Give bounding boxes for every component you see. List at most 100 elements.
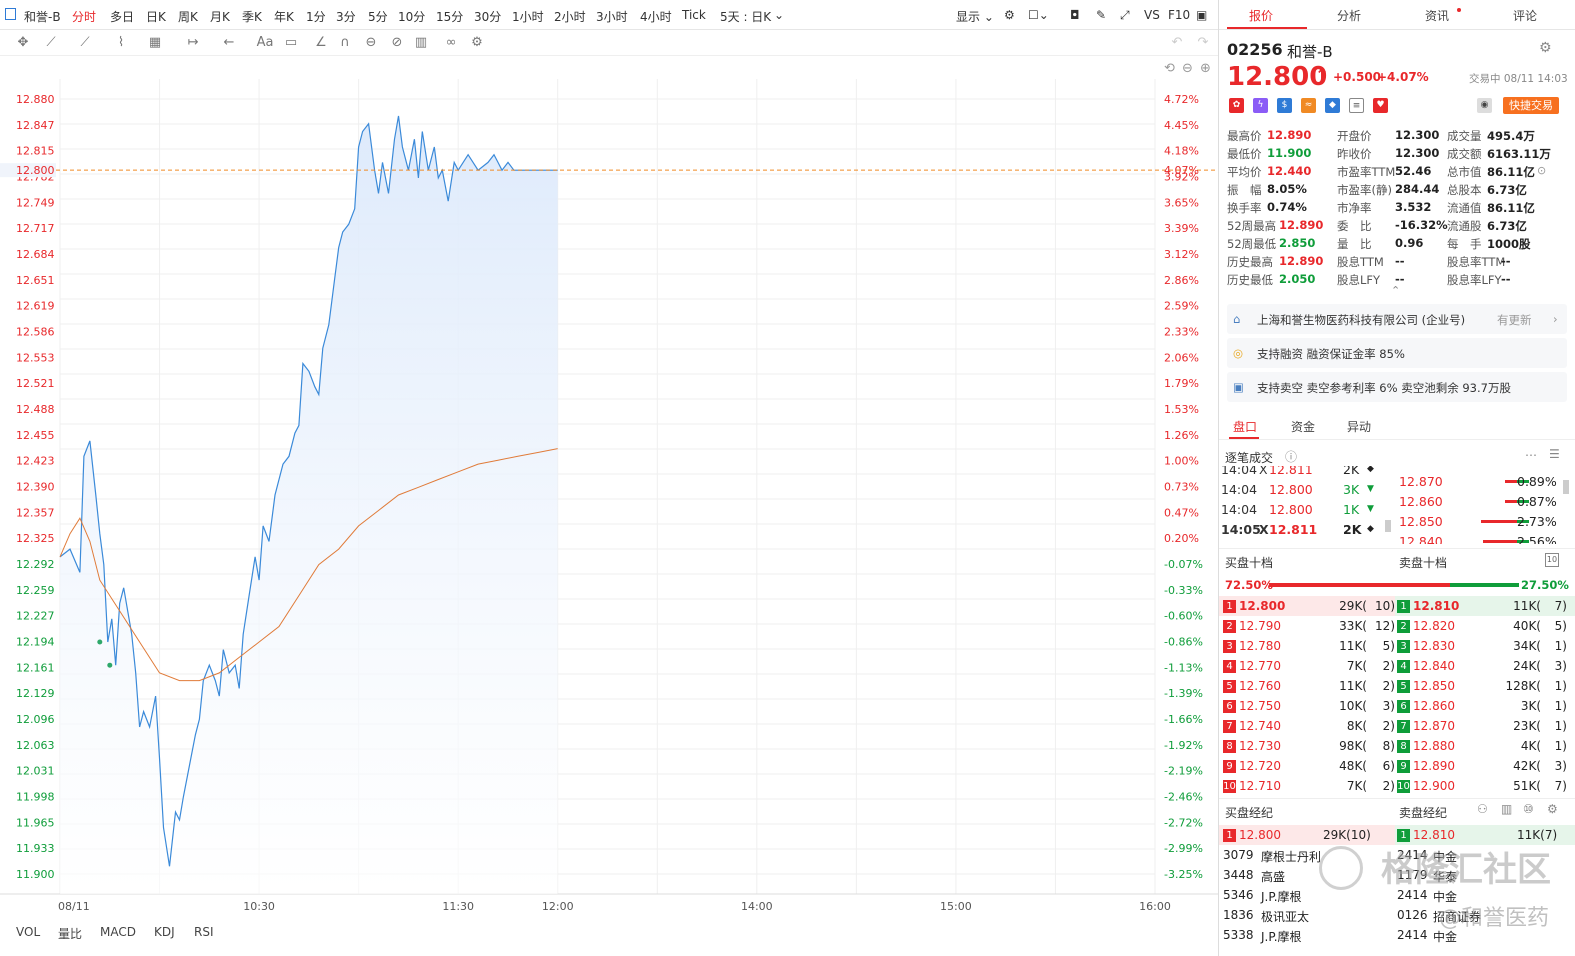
fullscreen-icon[interactable]: ⤢: [1120, 8, 1130, 22]
wave-tool-icon[interactable]: ⌇: [117, 35, 125, 50]
trade-marker[interactable]: [107, 662, 113, 668]
indicator-tab[interactable]: KDJ: [154, 925, 175, 939]
period-tab[interactable]: 月K: [210, 10, 230, 24]
indicator-tab[interactable]: 量比: [58, 927, 83, 941]
ray-tool-icon[interactable]: ⟋: [80, 35, 90, 50]
indicator-tab[interactable]: MACD: [100, 925, 136, 939]
quote-settings-icon[interactable]: ⚙: [1539, 40, 1552, 56]
quick-trade-button[interactable]: 快捷交易: [1503, 97, 1559, 114]
person-icon[interactable]: ⚇: [1477, 802, 1488, 816]
zoom-out-icon[interactable]: ⊖: [1182, 61, 1193, 76]
period-tab[interactable]: 30分: [474, 10, 502, 24]
period-tab[interactable]: 3分: [336, 10, 356, 24]
period-tab[interactable]: 年K: [274, 10, 294, 24]
period-tab[interactable]: 季K: [242, 10, 262, 24]
tab-comments[interactable]: 评论: [1513, 9, 1538, 23]
tab-analysis[interactable]: 分析: [1337, 9, 1362, 23]
more-info-icon[interactable]: ⊙: [1537, 164, 1547, 177]
vs-button[interactable]: VS: [1144, 8, 1160, 22]
trash-icon[interactable]: ▥: [414, 35, 428, 50]
orderbook-row[interactable]: 2 12.790 33K(12) 2 12.820 40K(5): [1219, 616, 1575, 636]
broker-row[interactable]: 5338 J.P.摩根 2414 中金: [1219, 925, 1575, 945]
tab-quote[interactable]: 报价: [1249, 9, 1274, 23]
f10-button[interactable]: F10: [1168, 8, 1191, 22]
broker-row[interactable]: 5346 J.P.摩根 2414 中金: [1219, 885, 1575, 905]
sidebar-toggle-icon[interactable]: ▣: [1196, 8, 1208, 22]
period-tab[interactable]: 15分: [436, 10, 464, 24]
orderbook-row[interactable]: 4 12.770 7K(2) 4 12.840 24K(3): [1219, 656, 1575, 676]
broker-settings-icon[interactable]: ⚙: [1547, 802, 1558, 816]
info-icon[interactable]: ⓘ: [1285, 450, 1298, 464]
period-tab[interactable]: 1小时: [512, 10, 544, 24]
lock-icon[interactable]: ⊖: [365, 35, 377, 50]
comment-tool-icon[interactable]: ▭: [284, 35, 298, 50]
heart-icon[interactable]: ♥: [1373, 98, 1388, 113]
text-tool-icon[interactable]: Aa: [256, 35, 274, 50]
indicator-tab[interactable]: RSI: [194, 925, 214, 939]
crosshair-icon[interactable]: ✥: [17, 35, 29, 50]
period-tab[interactable]: Tick: [682, 8, 706, 22]
redo-icon[interactable]: ↷: [1197, 35, 1209, 50]
orderbook-row[interactable]: 7 12.740 8K(2) 7 12.870 23K(1): [1219, 716, 1575, 736]
orderbook-row[interactable]: 1 12.800 29K(10) 1 12.810 11K(7): [1219, 596, 1575, 616]
orderbook-row[interactable]: 6 12.750 10K(3) 6 12.860 3K(1): [1219, 696, 1575, 716]
measure-tool-icon[interactable]: ∠: [315, 35, 327, 50]
notice-company[interactable]: ⌂ 上海和誉生物医药科技有限公司 (企业号) 有更新 ›: [1227, 304, 1567, 334]
magnet-icon[interactable]: ∩: [340, 35, 350, 50]
layout-icon[interactable]: ☐⌄: [1028, 8, 1049, 22]
intraday-chart[interactable]: 12.88012.84712.81512.80012.78212.74912.7…: [0, 56, 1218, 918]
ticks-scrollbar[interactable]: [1385, 520, 1391, 532]
hide-icon[interactable]: ⊘: [391, 35, 403, 50]
symbol-label[interactable]: 和誉-B: [24, 10, 61, 24]
undo-icon[interactable]: ↶: [1171, 35, 1183, 50]
trade-marker[interactable]: [97, 639, 103, 645]
link-icon[interactable]: ∞: [445, 35, 457, 50]
pencil-icon[interactable]: ✎: [1096, 8, 1107, 22]
grid-icon[interactable]: ▥: [1501, 802, 1513, 816]
draw-settings-icon[interactable]: ⚙: [471, 35, 483, 50]
period-tab[interactable]: 5天 : 日K: [720, 10, 772, 24]
chevron-down-icon[interactable]: ⌄: [774, 8, 785, 22]
display-dropdown[interactable]: 显示 ⌄: [956, 10, 994, 24]
tab-funds[interactable]: 资金: [1291, 420, 1316, 434]
zoom-in-icon[interactable]: ⊕: [1200, 61, 1211, 76]
orderbook-row[interactable]: 5 12.760 11K(2) 5 12.850 128K(1): [1219, 676, 1575, 696]
broker-row[interactable]: 3448 高盛 1179 华泰: [1219, 865, 1575, 885]
tab-news[interactable]: 资讯: [1425, 9, 1450, 23]
settings-icon[interactable]: ⚙: [1004, 8, 1015, 22]
period-tab[interactable]: 3小时: [596, 10, 628, 24]
fib-tool-icon[interactable]: ▦: [148, 35, 162, 50]
period-tab[interactable]: 2小时: [554, 10, 586, 24]
period-tab[interactable]: 多日: [110, 10, 135, 24]
period-tab[interactable]: 日K: [146, 10, 166, 24]
orderbook-row[interactable]: 3 12.780 11K(5) 3 12.830 34K(1): [1219, 636, 1575, 656]
orderbook-row[interactable]: 10 12.710 7K(2) 10 12.900 51K(7): [1219, 776, 1575, 796]
ten-icon[interactable]: ⑩: [1523, 802, 1534, 816]
orderbook-row[interactable]: 9 12.720 48K(6) 9 12.890 42K(3): [1219, 756, 1575, 776]
ten-levels-icon[interactable]: 10: [1545, 553, 1559, 567]
panel-toggle-icon[interactable]: [5, 8, 16, 20]
broker-row[interactable]: 1836 极讯亚太 0126 招商证券: [1219, 905, 1575, 925]
camera-icon[interactable]: ◘: [1070, 8, 1080, 22]
period-tab[interactable]: 1分: [306, 10, 326, 24]
bell-icon[interactable]: ◉: [1477, 98, 1492, 113]
tab-changes[interactable]: 异动: [1347, 420, 1372, 434]
period-tab[interactable]: 10分: [398, 10, 426, 24]
collapse-icon[interactable]: ⌃: [1391, 284, 1401, 297]
broker-top-row[interactable]: 1 12.800 29K(10) 1 12.810 11K(7): [1219, 825, 1575, 845]
notice-short[interactable]: ▣ 支持卖空 卖空参考利率 6% 卖空池剩余 93.7万股: [1227, 372, 1567, 402]
dist-scrollbar[interactable]: [1563, 480, 1569, 494]
line-tool-icon[interactable]: ⟋: [46, 35, 56, 50]
period-tab[interactable]: 4小时: [640, 10, 672, 24]
reset-icon[interactable]: ⟲: [1164, 61, 1175, 76]
broker-row[interactable]: 3079 摩根士丹利 2414 中金: [1219, 845, 1575, 865]
more-icon[interactable]: ⋯: [1525, 448, 1537, 462]
arrow-tool-icon[interactable]: ←: [223, 35, 235, 50]
period-tab[interactable]: 分时: [72, 10, 97, 24]
list-icon[interactable]: ☰: [1549, 447, 1560, 461]
period-tab[interactable]: 周K: [178, 10, 198, 24]
indicator-tab[interactable]: VOL: [16, 925, 41, 939]
notice-margin[interactable]: ◎ 支持融资 融资保证金率 85%: [1227, 338, 1567, 368]
range-tool-icon[interactable]: ↦: [187, 35, 199, 50]
period-tab[interactable]: 5分: [368, 10, 388, 24]
